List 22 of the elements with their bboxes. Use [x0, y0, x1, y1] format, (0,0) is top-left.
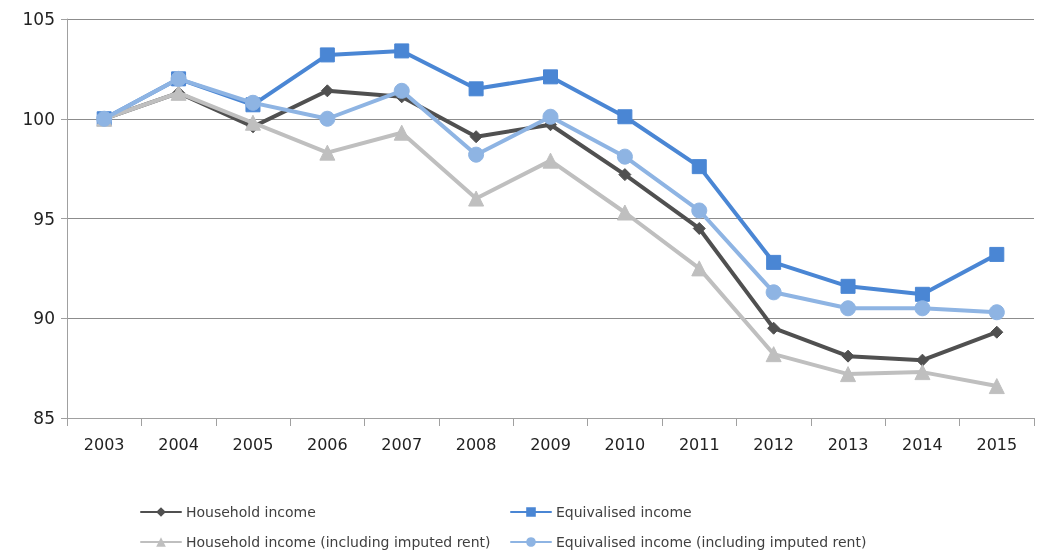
- x-tick-label: 2005: [232, 434, 274, 454]
- x-tick-label: 2003: [83, 434, 125, 454]
- y-tick-label: 100: [22, 108, 55, 129]
- x-tick-label: 2004: [158, 434, 199, 454]
- y-tick-label: 90: [33, 308, 55, 329]
- x-tick-label: 2006: [306, 434, 348, 454]
- y-tick-label: 95: [33, 208, 55, 229]
- x-tick-label: 2013: [827, 434, 869, 454]
- x-tick-label: 2011: [678, 434, 720, 454]
- x-tick-label: 2009: [530, 434, 571, 454]
- x-tick-label: 2008: [455, 434, 497, 454]
- x-tick-label: 2007: [381, 434, 423, 454]
- legend-label: Household income: [186, 504, 316, 520]
- x-tick-label: 2015: [976, 434, 1018, 454]
- y-tick-label: 85: [33, 408, 55, 428]
- x-tick-label: 2012: [753, 434, 795, 454]
- x-tick-label: 2014: [902, 434, 943, 454]
- y-tick-label: 105: [22, 9, 55, 29]
- x-tick-label: 2010: [604, 434, 646, 454]
- legend-label: Equivalised income: [556, 504, 692, 520]
- legend-label: Household income (including imputed rent): [186, 534, 491, 550]
- legend-label: Equivalised income (including imputed rent): [556, 534, 867, 550]
